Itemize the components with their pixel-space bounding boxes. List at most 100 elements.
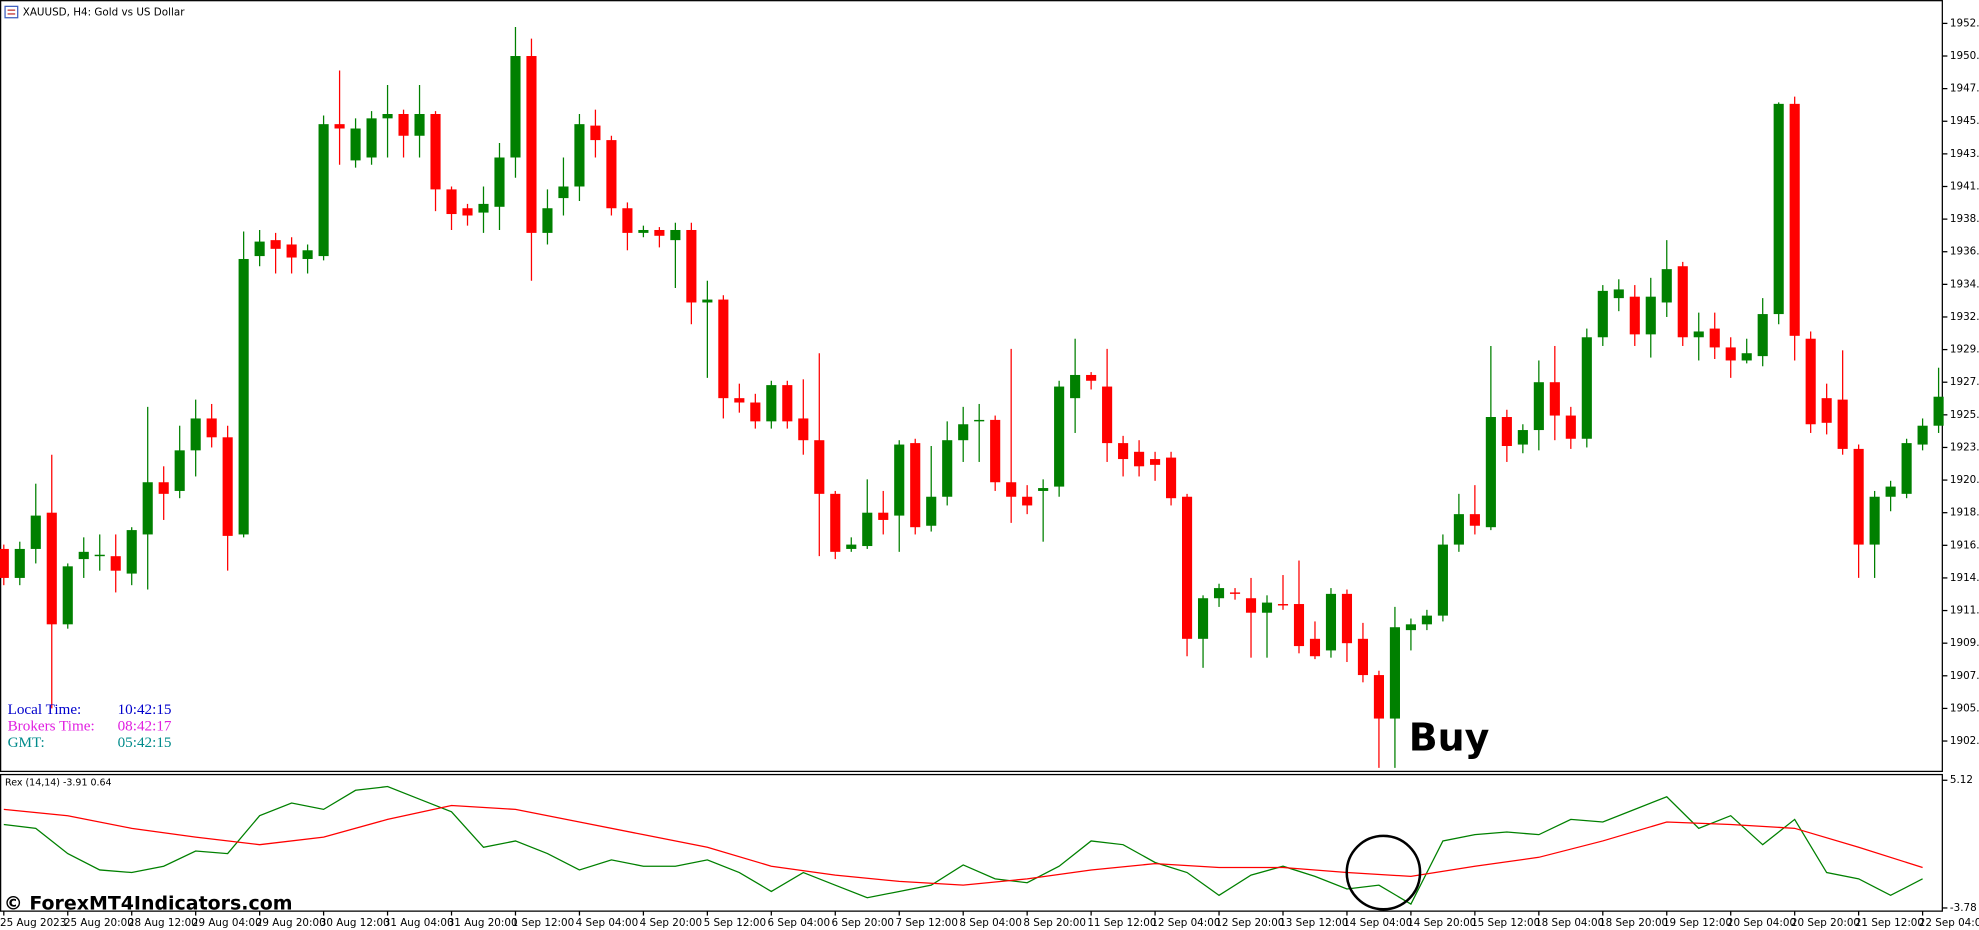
y-tick-label: 1916.25 <box>1950 539 1979 551</box>
candle-body <box>1325 593 1337 651</box>
y-tick-label: 1920.75 <box>1950 474 1979 486</box>
candle-body <box>1182 496 1193 639</box>
candle-body <box>1022 496 1033 506</box>
candle-body <box>1453 514 1464 545</box>
y-tick-label: 1952.25 <box>1950 17 1979 29</box>
candle-body <box>590 125 601 141</box>
candle-body <box>670 229 681 241</box>
candle-body <box>894 444 905 516</box>
candle-body <box>734 398 745 403</box>
symbol-icon <box>4 5 19 19</box>
y-tick-label: 1936.50 <box>1950 246 1979 258</box>
x-tick-label: 25 Aug 20:00 <box>64 917 134 929</box>
candle-body <box>1869 496 1880 545</box>
indicator-panel <box>0 773 1943 912</box>
candle-body <box>846 544 857 549</box>
candle-body <box>1773 103 1784 315</box>
candle-body <box>1933 396 1944 426</box>
candle-body <box>1757 314 1768 357</box>
candle-body <box>14 548 25 578</box>
candle-body <box>1134 451 1145 467</box>
x-tick-label: 12 Sep 04:00 <box>1151 917 1220 929</box>
candle-body <box>350 128 361 161</box>
y-tick-label: 1945.50 <box>1950 115 1979 127</box>
candle-body <box>238 258 249 535</box>
y-tick-label: 1918.50 <box>1950 507 1979 519</box>
broker-time-value: 08:42:17 <box>118 718 172 735</box>
candle-body <box>1885 486 1896 497</box>
y-tick-label: 1938.75 <box>1950 213 1979 225</box>
candle-body <box>686 229 697 303</box>
candle-body <box>1038 488 1049 491</box>
x-tick-label: 25 Aug 2023 <box>0 917 66 929</box>
candle-body <box>718 299 729 399</box>
candle-body <box>910 443 921 528</box>
candle-body <box>30 515 41 549</box>
y-tick-label: 1947.75 <box>1950 83 1979 95</box>
candle-body <box>958 424 969 441</box>
candle-body <box>302 250 313 259</box>
x-tick-label: 14 Sep 20:00 <box>1407 917 1476 929</box>
y-tick-label: 1914.00 <box>1950 572 1979 584</box>
local-time-value: 10:42:15 <box>118 701 172 718</box>
broker-time-label: Brokers Time: <box>8 718 95 735</box>
candle-body <box>622 208 633 233</box>
x-tick-label: 15 Sep 12:00 <box>1471 917 1540 929</box>
candle-body <box>1006 482 1017 497</box>
y-tick-label: 1929.75 <box>1950 344 1979 356</box>
candle-body <box>94 554 105 557</box>
candle-body <box>1709 328 1720 348</box>
x-tick-label: 30 Aug 12:00 <box>320 917 390 929</box>
candle-body <box>542 208 553 233</box>
candle-body <box>254 241 265 257</box>
plot-area: 1902.75 1905.00 1907.25 1909.50 1911.75 1914.… <box>0 17 1979 929</box>
candle-body <box>814 440 825 494</box>
candle-body <box>270 240 281 249</box>
candle-body <box>126 530 137 574</box>
candle-body <box>510 56 521 158</box>
candle-body <box>990 419 1001 483</box>
candle-body <box>1166 457 1177 499</box>
candle-body <box>1485 417 1496 528</box>
x-tick-label: 18 Sep 20:00 <box>1599 917 1668 929</box>
candle-body <box>62 566 73 625</box>
candle-body <box>1341 593 1353 644</box>
x-tick-label: 4 Sep 04:00 <box>576 917 639 929</box>
x-tick-label: 31 Aug 04:00 <box>384 917 454 929</box>
candle-body <box>46 512 57 625</box>
x-tick-label: 5 Sep 12:00 <box>704 917 767 929</box>
candle-body <box>478 203 489 213</box>
candle-body <box>1229 592 1241 594</box>
x-tick-label: 20 Sep 04:00 <box>1727 917 1796 929</box>
y-tick-label: 1941.00 <box>1950 180 1979 192</box>
x-tick-label: 29 Aug 20:00 <box>256 917 326 929</box>
y-tick-label: 1932.00 <box>1950 311 1979 323</box>
candle-body <box>1789 103 1800 336</box>
candle-body <box>526 56 537 233</box>
y-tick-label: 1909.50 <box>1950 637 1979 649</box>
candle-body <box>1821 398 1832 423</box>
x-tick-label: 31 Aug 20:00 <box>448 917 518 929</box>
candle-body <box>414 114 425 136</box>
candle-body <box>1565 415 1576 439</box>
local-time-label: Local Time: <box>8 701 82 718</box>
candle-body <box>1293 604 1305 647</box>
candle-body <box>382 114 393 119</box>
candle-body <box>942 440 953 497</box>
x-tick-label: 4 Sep 20:00 <box>640 917 703 929</box>
candle-body <box>158 482 169 494</box>
candle-body <box>190 418 201 451</box>
candle-body <box>638 229 649 233</box>
candle-body <box>206 418 217 438</box>
overlay: XAUUSD, H4: Gold vs US Dollar Rex (14,14… <box>4 5 1490 915</box>
candle-body <box>110 556 121 571</box>
candle-body <box>1054 386 1065 487</box>
candle-body <box>1245 598 1257 613</box>
candle-body <box>174 450 185 491</box>
candle-body <box>1213 588 1225 599</box>
candle-body <box>1597 290 1608 338</box>
candle-body <box>1677 266 1688 338</box>
indicator-line <box>3 804 1923 886</box>
x-tick-label: 20 Sep 20:00 <box>1791 917 1860 929</box>
